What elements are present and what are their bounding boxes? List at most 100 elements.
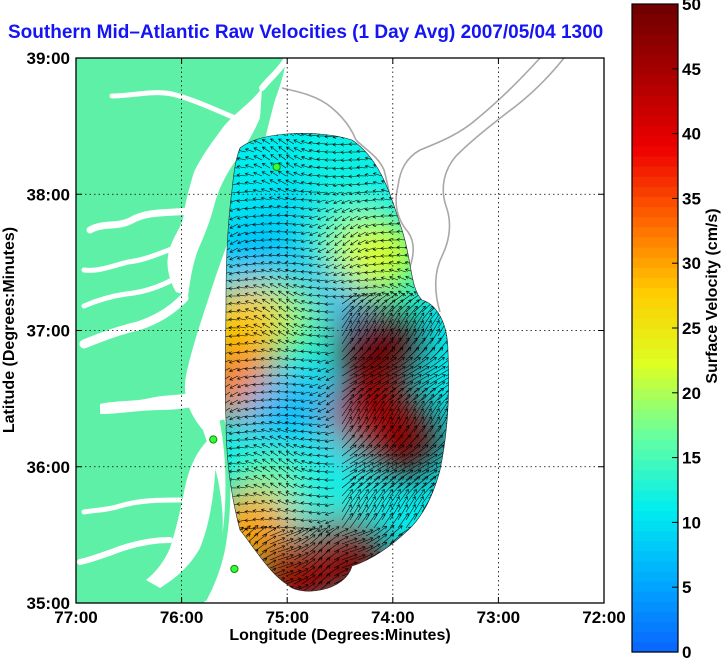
velocity-arrow [421, 356, 437, 369]
velocity-arrow [276, 365, 287, 369]
velocity-arrow [380, 230, 391, 235]
velocity-arrow [309, 525, 323, 537]
colorbar-segment [632, 85, 678, 96]
velocity-arrow [317, 407, 327, 413]
velocity-arrow [325, 558, 340, 569]
velocity-arrow [365, 512, 377, 529]
velocity-arrow [244, 437, 255, 442]
velocity-arrow [261, 291, 271, 297]
velocity-arrow [413, 305, 426, 321]
velocity-arrow [253, 323, 263, 329]
velocity-arrow [253, 147, 263, 153]
velocity-arrow [381, 462, 398, 473]
velocity-arrow [260, 517, 271, 521]
velocity-arrow [269, 537, 286, 545]
velocity-arrow [437, 408, 448, 425]
velocity-arrow [300, 332, 311, 337]
velocity-arrow [228, 431, 239, 436]
velocity-arrow [268, 381, 279, 386]
velocity-arrow [421, 328, 432, 345]
colorbar-segment [632, 277, 678, 289]
velocity-arrow [365, 299, 380, 313]
velocity-arrow [373, 305, 386, 321]
velocity-arrow [261, 323, 271, 329]
colorbar-tick-label: 35 [682, 189, 701, 208]
colorbar-segment [632, 74, 678, 86]
velocity-arrow [301, 460, 311, 465]
velocity-arrow [236, 263, 247, 268]
velocity-arrow [278, 450, 287, 457]
velocity-arrow [269, 529, 286, 537]
velocity-arrow [309, 239, 319, 245]
velocity-arrow [389, 337, 402, 353]
velocity-arrow [278, 474, 287, 481]
velocity-arrow [389, 312, 401, 329]
velocity-arrow [397, 482, 411, 497]
velocity-arrow [388, 221, 399, 226]
velocity-arrow [293, 483, 303, 489]
velocity-arrow [236, 460, 247, 465]
velocity-arrow [253, 315, 263, 321]
velocity-arrow [340, 142, 351, 147]
velocity-arrow [225, 359, 231, 365]
velocity-arrow [245, 300, 255, 305]
velocity-arrow [260, 196, 271, 201]
velocity-arrow [342, 239, 351, 246]
velocity-arrow [381, 366, 398, 377]
velocity-arrow [389, 356, 405, 369]
velocity-arrow [316, 461, 327, 466]
velocity-arrow [381, 312, 393, 329]
velocity-arrow [364, 278, 375, 282]
velocity-arrow [252, 348, 263, 353]
velocity-arrow [380, 261, 391, 266]
velocity-arrow [397, 374, 414, 385]
colorbar-segment [632, 44, 678, 56]
velocity-arrow [269, 339, 279, 345]
velocity-arrow [269, 491, 279, 497]
velocity-arrow [397, 381, 414, 393]
velocity-arrow [357, 299, 372, 313]
velocity-arrow [260, 261, 271, 265]
velocity-arrow [277, 283, 287, 289]
velocity-arrow [292, 413, 303, 418]
colorbar-segment [632, 510, 678, 521]
velocity-arrow [236, 350, 247, 355]
velocity-arrow [317, 255, 327, 261]
velocity-arrow [316, 431, 327, 436]
velocity-arrow [357, 512, 369, 529]
velocity-arrow [324, 287, 335, 291]
velocity-arrow [325, 566, 340, 577]
velocity-arrow [341, 347, 356, 361]
velocity-arrow [317, 367, 327, 373]
velocity-arrow [284, 205, 295, 209]
velocity-arrow [229, 375, 239, 381]
velocity-arrow [278, 482, 287, 489]
colorbar-segment [632, 307, 678, 319]
velocity-arrow [413, 320, 424, 337]
velocity-arrow [357, 462, 374, 473]
velocity-arrow [292, 254, 303, 258]
velocity-arrow [365, 462, 382, 473]
velocity-arrow [245, 476, 255, 481]
velocity-arrow [269, 348, 279, 353]
velocity-arrow [348, 158, 359, 162]
velocity-arrow [284, 390, 294, 394]
velocity-arrow [317, 399, 327, 405]
colorbar-segment [632, 571, 678, 582]
velocity-arrow [236, 207, 247, 212]
velocity-arrow [277, 339, 287, 345]
velocity-arrow [405, 356, 421, 369]
velocity-arrow [277, 290, 287, 297]
velocity-arrow [372, 189, 383, 194]
velocity-arrow [389, 504, 400, 521]
velocity-arrow [405, 387, 421, 401]
velocity-arrow [397, 512, 409, 529]
velocity-arrow [356, 199, 367, 204]
velocity-arrow [252, 357, 263, 362]
velocity-arrow [300, 262, 311, 267]
colorbar-segment [632, 155, 678, 167]
velocity-arrow [293, 560, 309, 569]
velocity-arrow [276, 389, 287, 394]
colorbar-segment [632, 236, 678, 248]
velocity-arrow [326, 231, 335, 238]
